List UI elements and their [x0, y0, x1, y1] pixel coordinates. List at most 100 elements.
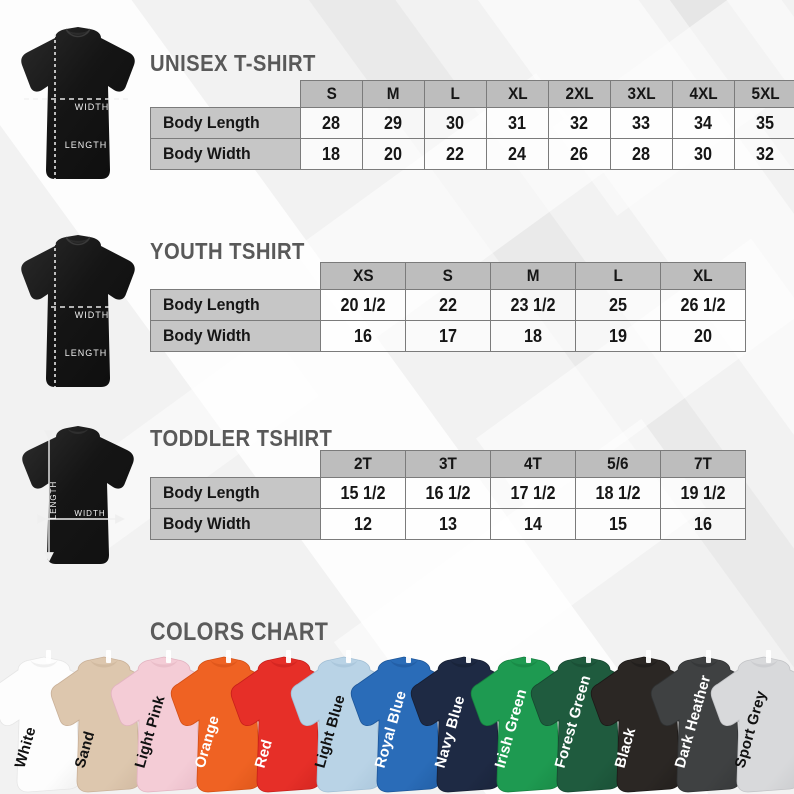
column-header: XS	[320, 262, 406, 290]
measurement-cell: 15 1/2	[320, 477, 406, 509]
shirt-tag-icon	[766, 650, 771, 663]
measurement-value: 20	[693, 325, 713, 346]
measurement-value: 33	[632, 112, 651, 133]
row-label-cell: Body Width	[150, 508, 321, 540]
measurement-value: 16	[693, 513, 713, 534]
tshirt-graphic: WIDTH LENGTH	[21, 235, 135, 388]
column-header: 5XL	[734, 80, 794, 108]
tshirt-swatch-icon	[710, 650, 794, 793]
measurement-cell: 34	[672, 107, 735, 139]
table-row: Body Length 28 29 30 31 32 33 34 35	[150, 107, 794, 139]
measurement-value: 17 1/2	[510, 482, 556, 503]
shirt-tag-icon	[346, 650, 351, 663]
tshirt-graphic: WIDTH LENGTH	[21, 27, 135, 180]
colors-chart-swatches: White Sand	[0, 648, 794, 794]
measurement-value: 16 1/2	[425, 482, 471, 503]
measurement-cell: 16 1/2	[405, 477, 491, 509]
column-header-label: L	[450, 84, 461, 103]
column-header: 7T	[660, 450, 746, 478]
row-label-cell: Body Length	[150, 477, 321, 509]
shirt-tag-icon	[466, 650, 471, 663]
measurement-cell: 18	[490, 320, 576, 352]
column-header: 2XL	[548, 80, 611, 108]
shirt-tag-icon	[406, 650, 411, 663]
measurement-cell: 17	[405, 320, 491, 352]
measurement-value: 20 1/2	[340, 294, 386, 315]
measurement-value: 28	[322, 112, 341, 133]
table-corner-cell	[151, 451, 321, 478]
column-header-label: 4T	[524, 454, 542, 473]
column-header: 3T	[405, 450, 491, 478]
measurement-value: 18	[523, 325, 543, 346]
table-row: Body Width 12 13 14 15 16	[150, 508, 746, 540]
table-header-row: XS S M L XL	[151, 262, 746, 290]
column-header: 3XL	[610, 80, 673, 108]
svg-text:LENGTH: LENGTH	[49, 481, 58, 519]
section-title-unisex: UNISEX T-SHIRT	[150, 50, 316, 76]
toddler-tshirt-diagram: LENGTH WIDTH	[8, 415, 148, 590]
measurement-cell: 25	[575, 289, 661, 321]
measurement-cell: 23 1/2	[490, 289, 576, 321]
measurement-value: 16	[353, 325, 373, 346]
column-header: 2T	[320, 450, 406, 478]
measurement-cell: 33	[610, 107, 673, 139]
row-label: Body Length	[163, 483, 260, 502]
measurement-cell: 22	[405, 289, 491, 321]
column-header: S	[405, 262, 491, 290]
table-row: Body Width 16 17 18 19 20	[150, 320, 746, 352]
row-label-cell: Body Width	[150, 138, 301, 170]
row-label: Body Width	[163, 144, 251, 163]
shirt-tag-icon	[706, 650, 711, 663]
unisex-tshirt-diagram: WIDTH LENGTH	[8, 20, 148, 195]
measurement-value: 32	[570, 112, 589, 133]
column-header: M	[362, 80, 425, 108]
measurement-cell: 30	[672, 138, 735, 170]
measurement-value: 31	[508, 112, 527, 133]
column-header-label: M	[387, 84, 400, 103]
measurement-cell: 31	[486, 107, 549, 139]
row-label: Body Length	[163, 113, 260, 132]
measurement-value: 30	[446, 112, 465, 133]
table-row: Body Length 20 1/2 22 23 1/2 25 26 1/2	[150, 289, 746, 321]
size-table-youth: XS S M L XL Body Length 20 1/2 22 23 1/2 25 26 1/2…	[150, 262, 746, 352]
column-header: 5/6	[575, 450, 661, 478]
measurement-value: 25	[608, 294, 628, 315]
column-header-label: S	[326, 84, 337, 103]
shirt-tag-icon	[166, 650, 171, 663]
column-header-label: 4XL	[689, 84, 718, 103]
svg-text:LENGTH: LENGTH	[65, 348, 108, 358]
shirt-tag-icon	[586, 650, 591, 663]
column-header-label: 2T	[354, 454, 372, 473]
svg-text:LENGTH: LENGTH	[65, 140, 108, 150]
color-swatch[interactable]: Sport Grey	[708, 648, 794, 794]
measurement-value: 15	[608, 513, 628, 534]
measurement-value: 18 1/2	[595, 482, 641, 503]
measurement-cell: 14	[490, 508, 576, 540]
tshirt-graphic: LENGTH WIDTH	[22, 426, 134, 564]
measurement-value: 15 1/2	[340, 482, 386, 503]
row-label-cell: Body Width	[150, 320, 321, 352]
measurement-cell: 24	[486, 138, 549, 170]
measurement-value: 24	[508, 143, 527, 164]
column-header: S	[300, 80, 363, 108]
measurement-value: 26	[570, 143, 589, 164]
measurement-cell: 22	[424, 138, 487, 170]
row-label: Body Width	[163, 326, 251, 345]
measurement-value: 26 1/2	[680, 294, 726, 315]
measurement-cell: 19	[575, 320, 661, 352]
measurement-value: 28	[632, 143, 651, 164]
column-header-label: 3XL	[627, 84, 656, 103]
column-header: XL	[660, 262, 746, 290]
svg-text:WIDTH: WIDTH	[75, 102, 110, 112]
measurement-cell: 18	[300, 138, 363, 170]
measurement-value: 32	[756, 143, 775, 164]
shirt-tag-icon	[106, 650, 111, 663]
column-header-label: L	[613, 266, 623, 285]
column-header-label: 7T	[694, 454, 712, 473]
measurement-value: 30	[694, 143, 713, 164]
column-header-label: S	[442, 266, 454, 285]
measurement-cell: 18 1/2	[575, 477, 661, 509]
measurement-value: 14	[523, 513, 543, 534]
shirt-tag-icon	[286, 650, 291, 663]
